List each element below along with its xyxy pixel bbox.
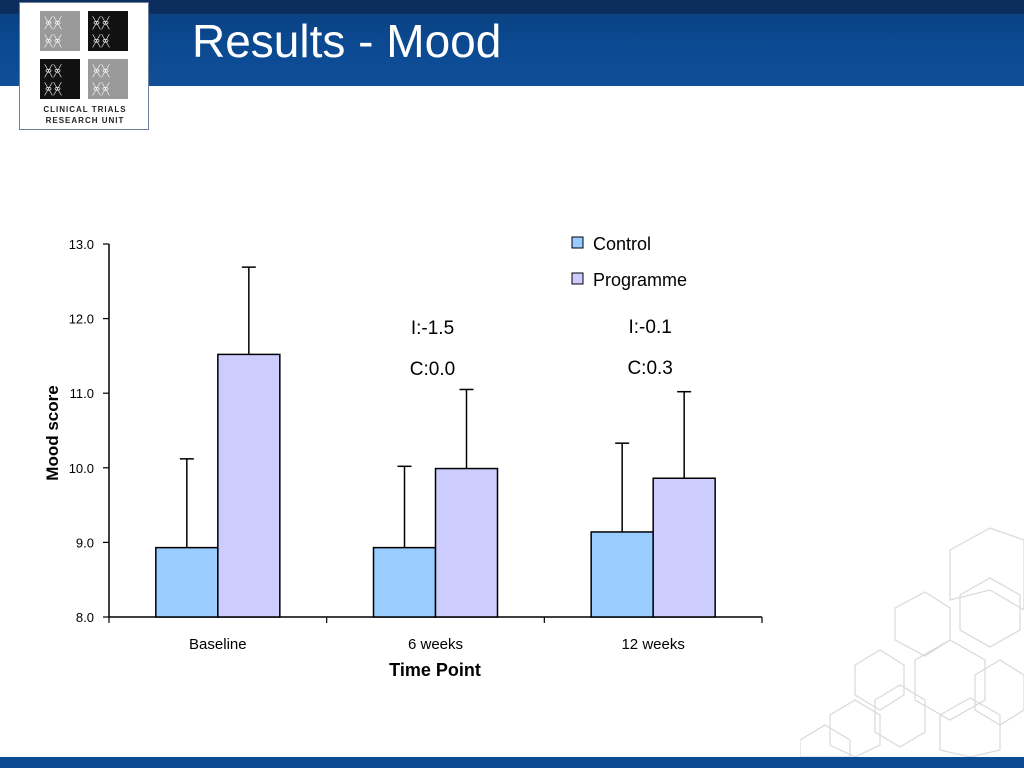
svg-text:ᚸᚸ: ᚸᚸ [44,14,62,32]
y-tick-label: 10.0 [69,461,94,476]
svg-text:ᚸᚸ: ᚸᚸ [44,80,62,98]
y-tick-label: 8.0 [76,610,94,625]
y-tick-label: 11.0 [70,386,94,401]
footer-bar [0,757,1024,768]
y-axis-label: Mood score [43,385,62,480]
bar-control [155,546,219,618]
y-tick-label: 13.0 [69,237,94,252]
hexagon-decoration [800,527,1024,757]
svg-text:ᚸᚸ: ᚸᚸ [92,62,110,80]
svg-text:ᚸᚸ: ᚸᚸ [44,32,62,50]
x-tick-label: Baseline [189,636,247,653]
svg-text:ᚸᚸ: ᚸᚸ [44,62,62,80]
bar-programme [652,477,716,618]
y-tick-label: 9.0 [76,535,94,550]
slide-title: Results - Mood [192,15,502,67]
svg-text:ᚸᚸ: ᚸᚸ [92,14,110,32]
y-tick-label: 12.0 [69,312,94,327]
annotation-label: C:0.3 [627,358,672,379]
annotation-label: I:-1.5 [411,318,454,339]
annotation-label: C:0.0 [410,359,455,380]
logo-text-line1: CLINICAL TRIALS [43,105,127,114]
svg-text:ᚸᚸ: ᚸᚸ [92,32,110,50]
bar-programme [434,467,499,618]
bar-control [372,546,437,618]
x-axis-label: Time Point [389,660,481,680]
logo-text-line2: RESEARCH UNIT [45,116,125,125]
legend-swatch-control [571,236,584,249]
svg-text:ᚸᚸ: ᚸᚸ [92,80,110,98]
legend-label: Programme [593,270,687,290]
bar-programme [217,353,281,618]
x-tick-label: 6 weeks [408,636,463,653]
header-bar [0,0,1024,86]
bar-control [590,531,654,618]
x-tick-label: 12 weeks [621,636,684,653]
annotation-label: I:-0.1 [629,317,672,338]
legend-label: Control [593,234,651,254]
legend-swatch-programme [571,272,584,285]
logo: ᚸᚸ ᚸᚸ ᚸᚸ ᚸᚸ ᚸᚸ ᚸᚸ ᚸᚸ ᚸᚸ CLINICAL TRIALS RESE… [19,2,149,130]
